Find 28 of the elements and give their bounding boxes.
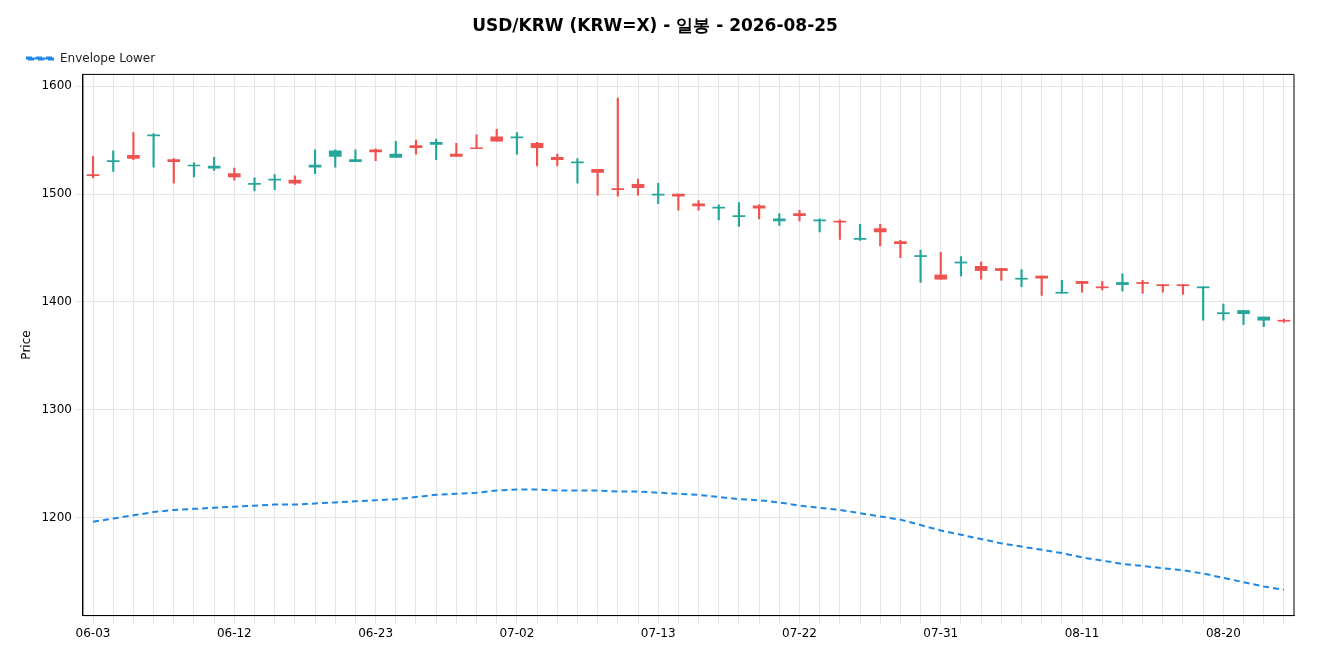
x-tick-label: 06-23 — [358, 625, 394, 640]
line-series — [92, 488, 1285, 591]
candlestick — [571, 158, 584, 184]
candlestick — [470, 134, 483, 150]
y-tick-label: 1600 — [41, 78, 72, 93]
x-tick-label: 07-02 — [499, 625, 535, 640]
candlestick — [692, 200, 705, 211]
x-tick-label: 07-22 — [782, 625, 817, 640]
candlestick — [1015, 269, 1028, 288]
candlestick — [1116, 273, 1129, 292]
y-tick-label: 1300 — [41, 401, 72, 416]
candlestick — [248, 177, 261, 192]
candlestick — [611, 97, 625, 197]
y-tick-label: 1400 — [41, 294, 72, 308]
y-tick-label: 1200 — [41, 509, 72, 524]
x-tick-label: 06-12 — [216, 625, 252, 640]
chart-title: USD/KRW (KRW=X) - 일봉 - 2026-08-25 — [472, 14, 838, 35]
candlestick — [349, 149, 362, 163]
x-tick-label: 08-11 — [1064, 625, 1100, 640]
x-tick-label: 07-31 — [923, 625, 959, 640]
candlestick — [1237, 310, 1250, 325]
x-tick-label: 06-03 — [75, 625, 111, 640]
y-tick-label: 1500 — [41, 186, 72, 201]
candlestick — [793, 209, 806, 222]
legend-label: Envelope Lower — [60, 50, 156, 65]
x-tick-label: 08-20 — [1205, 625, 1241, 640]
x-tick-label: 07-13 — [640, 625, 676, 640]
y-axis-title: Price — [19, 330, 34, 360]
